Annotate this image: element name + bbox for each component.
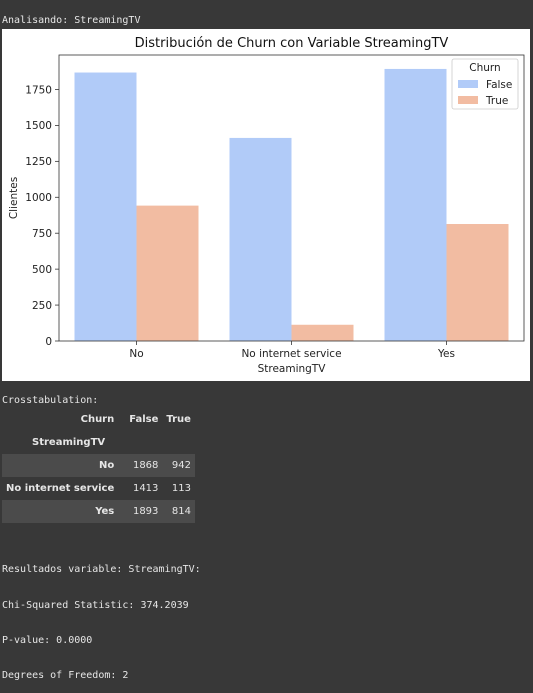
bar	[136, 205, 199, 341]
legend-label: True	[485, 95, 508, 107]
y-tick-label: 0	[45, 336, 52, 348]
crosstab-index-name: StreamingTV	[32, 437, 106, 448]
chart-svg: No No internet service Yes 0 250 500 750 1000 12…	[8, 36, 525, 375]
y-tick-label: 1000	[25, 192, 52, 204]
chart-title: Distribución de Churn con Variable Strea…	[135, 36, 449, 51]
table-row: No 1868 942	[2, 454, 195, 477]
results-heading: Resultados variable: StreamingTV:	[2, 564, 201, 576]
y-tick-label: 1500	[25, 120, 52, 132]
x-tick-label: Yes	[437, 348, 455, 360]
row-label: Yes	[95, 506, 115, 517]
cell: 1868	[132, 460, 159, 471]
legend-swatch	[458, 96, 478, 104]
chi-squared-line: Chi-Squared Statistic: 374.2039	[2, 599, 189, 611]
y-tick-label: 750	[32, 228, 52, 240]
cell: 814	[171, 506, 191, 517]
bar	[74, 72, 137, 342]
bar	[446, 224, 509, 341]
x-tick-label: No	[129, 348, 143, 360]
chart-figure: No No internet service Yes 0 250 500 750 1000 12…	[2, 29, 530, 381]
y-tick-label: 1250	[25, 156, 52, 168]
p-value-line: P-value: 0.0000	[2, 634, 93, 646]
y-tick-label: 500	[32, 264, 52, 276]
y-tick-label: 250	[32, 300, 52, 312]
legend-label: False	[486, 79, 512, 91]
cell: 1413	[132, 483, 159, 494]
row-label: No	[99, 460, 115, 471]
y-tick-label: 1750	[25, 84, 52, 96]
row-label: No internet service	[6, 483, 115, 494]
x-tick-label: No internet service	[241, 348, 341, 360]
cell: 942	[171, 460, 191, 471]
legend-swatch	[458, 80, 478, 88]
bar	[384, 68, 447, 341]
crosstab-col-false: False	[129, 414, 159, 425]
bar	[291, 324, 354, 341]
plot-frame	[58, 54, 525, 342]
bar	[229, 137, 292, 341]
cell: 113	[171, 483, 191, 494]
analyzing-line: Analisando: StreamingTV	[2, 15, 141, 26]
table-row: No internet service 1413 113	[2, 477, 195, 500]
crosstab-table: Churn False True StreamingTV No 1868 942…	[2, 408, 195, 523]
results-block: Resultados variable: StreamingTV: Chi-Sq…	[2, 541, 201, 693]
crosstab-columns-header: Churn	[80, 414, 115, 425]
x-axis-label: StreamingTV	[258, 363, 327, 375]
degrees-freedom-line: Degrees of Freedom: 2	[2, 669, 129, 681]
y-axis-label: Clientes	[8, 177, 20, 219]
legend-title: Churn	[469, 62, 500, 74]
table-row: Yes 1893 814	[2, 500, 195, 523]
crosstab-col-true: True	[166, 414, 191, 425]
cell: 1893	[132, 506, 159, 517]
crosstab-title: Crosstabulation:	[2, 395, 99, 406]
